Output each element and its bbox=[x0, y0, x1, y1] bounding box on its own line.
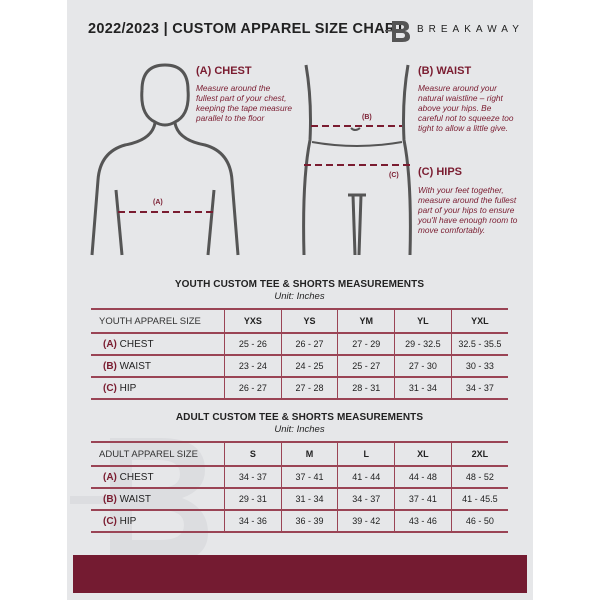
size-header: 2XL bbox=[450, 441, 508, 467]
page-title: 2022/2023 | CUSTOM APPAREL SIZE CHART bbox=[88, 21, 405, 37]
measurement-value: 29 - 32.5 bbox=[394, 332, 452, 355]
measurement-name: CHEST bbox=[119, 338, 154, 350]
table-row: (B) WAIST 23 - 24 24 - 25 25 - 27 27 - 30 30 … bbox=[91, 354, 508, 377]
measurement-label: (C) HIP bbox=[91, 509, 225, 533]
waist-marker: (B) bbox=[362, 114, 372, 121]
measurement-letter: (B) bbox=[103, 360, 117, 372]
measurement-value: 34 - 37 bbox=[337, 487, 395, 510]
body-figures bbox=[90, 63, 412, 256]
measurement-value: 30 - 33 bbox=[450, 354, 508, 377]
adult-section-header: ADULT CUSTOM TEE & SHORTS MEASUREMENTS U… bbox=[91, 412, 508, 435]
table-row: (C) HIP 34 - 36 36 - 39 39 - 42 43 - 46 46 - … bbox=[91, 509, 508, 533]
measurement-label: (B) WAIST bbox=[91, 354, 225, 377]
table-row: (A) CHEST 25 - 26 26 - 27 27 - 29 29 - 32.5 3… bbox=[91, 332, 508, 355]
measurement-letter: (C) bbox=[103, 382, 117, 394]
measurement-label: (C) HIP bbox=[91, 376, 225, 400]
hips-heading: (C) HIPS bbox=[418, 166, 462, 178]
measurement-name: HIP bbox=[119, 382, 137, 394]
measurement-name: HIP bbox=[119, 515, 137, 527]
measurement-value: 31 - 34 bbox=[280, 487, 338, 510]
waist-description: Measure around your natural waistline – … bbox=[418, 83, 514, 133]
measurement-letter: (A) bbox=[103, 471, 117, 483]
measurement-value: 32.5 - 35.5 bbox=[450, 332, 508, 355]
size-header: XL bbox=[394, 441, 452, 467]
size-header: L bbox=[337, 441, 395, 467]
chest-description: Measure around the fullest part of your … bbox=[196, 83, 292, 123]
size-header: YL bbox=[394, 308, 452, 334]
measurement-value: 41 - 45.5 bbox=[450, 487, 508, 510]
measurement-value: 44 - 48 bbox=[394, 465, 452, 488]
measurement-value: 41 - 44 bbox=[337, 465, 395, 488]
measurement-label: (B) WAIST bbox=[91, 487, 225, 510]
chest-marker: (A) bbox=[153, 199, 163, 206]
size-label: YOUTH APPAREL SIZE bbox=[91, 308, 225, 334]
footer-bar bbox=[73, 555, 527, 593]
measurement-value: 39 - 42 bbox=[337, 509, 395, 533]
measurement-label: (A) CHEST bbox=[91, 465, 225, 488]
measurement-value: 46 - 50 bbox=[450, 509, 508, 533]
measurement-value: 27 - 30 bbox=[394, 354, 452, 377]
measurement-value: 25 - 27 bbox=[337, 354, 395, 377]
youth-unit: Unit: Inches bbox=[274, 291, 325, 302]
adult-title: ADULT CUSTOM TEE & SHORTS MEASUREMENTS bbox=[175, 412, 424, 423]
youth-title: YOUTH CUSTOM TEE & SHORTS MEASUREMENTS bbox=[174, 279, 425, 290]
measurement-value: 26 - 27 bbox=[280, 332, 338, 355]
measurement-value: 29 - 31 bbox=[224, 487, 282, 510]
measurement-letter: (A) bbox=[103, 338, 117, 350]
table-row: (B) WAIST 29 - 31 31 - 34 34 - 37 37 - 41 41 … bbox=[91, 487, 508, 510]
measurement-name: WAIST bbox=[119, 493, 151, 505]
measurement-value: 31 - 34 bbox=[394, 376, 452, 400]
measurement-letter: (B) bbox=[103, 493, 117, 505]
measurement-value: 36 - 39 bbox=[280, 509, 338, 533]
measurement-letter: (C) bbox=[103, 515, 117, 527]
hips-description: With your feet together, measure around … bbox=[418, 185, 518, 235]
adult-unit: Unit: Inches bbox=[274, 424, 325, 435]
hips-marker: (C) bbox=[389, 172, 399, 179]
measurement-name: WAIST bbox=[119, 360, 151, 372]
measurement-value: 34 - 37 bbox=[450, 376, 508, 400]
size-label: ADULT APPAREL SIZE bbox=[91, 441, 225, 467]
measurement-value: 37 - 41 bbox=[394, 487, 452, 510]
measurement-value: 37 - 41 bbox=[280, 465, 338, 488]
youth-section-header: YOUTH CUSTOM TEE & SHORTS MEASUREMENTS U… bbox=[91, 279, 508, 302]
measurement-value: 26 - 27 bbox=[224, 376, 282, 400]
size-header: YM bbox=[337, 308, 395, 334]
youth-size-table: YOUTH APPAREL SIZE YXS YS YM YL YXL (A) … bbox=[91, 308, 508, 400]
size-header: S bbox=[224, 441, 282, 467]
measurement-value: 25 - 26 bbox=[224, 332, 282, 355]
size-header: M bbox=[280, 441, 338, 467]
measurement-value: 27 - 29 bbox=[337, 332, 395, 355]
chest-heading: (A) CHEST bbox=[196, 65, 252, 77]
measurement-value: 43 - 46 bbox=[394, 509, 452, 533]
measurement-name: CHEST bbox=[119, 471, 154, 483]
waist-heading: (B) WAIST bbox=[418, 65, 472, 77]
size-header: YS bbox=[280, 308, 338, 334]
measurement-value: 23 - 24 bbox=[224, 354, 282, 377]
measurement-value: 24 - 25 bbox=[280, 354, 338, 377]
adult-size-table: ADULT APPAREL SIZE S M L XL 2XL (A) CHES… bbox=[91, 441, 508, 533]
table-row: (A) CHEST 34 - 37 37 - 41 41 - 44 44 - 48 48 … bbox=[91, 465, 508, 488]
table-row: (C) HIP 26 - 27 27 - 28 28 - 31 31 - 34 34 - … bbox=[91, 376, 508, 400]
table-header-row: ADULT APPAREL SIZE S M L XL 2XL bbox=[91, 441, 508, 467]
measurement-value: 27 - 28 bbox=[280, 376, 338, 400]
measurement-value: 28 - 31 bbox=[337, 376, 395, 400]
measurement-value: 34 - 37 bbox=[224, 465, 282, 488]
size-header: YXS bbox=[224, 308, 282, 334]
measurement-value: 48 - 52 bbox=[450, 465, 508, 488]
brand-logo-icon bbox=[385, 21, 410, 42]
table-header-row: YOUTH APPAREL SIZE YXS YS YM YL YXL bbox=[91, 308, 508, 334]
brand-name: BREAKAWAY bbox=[417, 24, 524, 35]
measurement-label: (A) CHEST bbox=[91, 332, 225, 355]
size-header: YXL bbox=[450, 308, 508, 334]
measurement-value: 34 - 36 bbox=[224, 509, 282, 533]
